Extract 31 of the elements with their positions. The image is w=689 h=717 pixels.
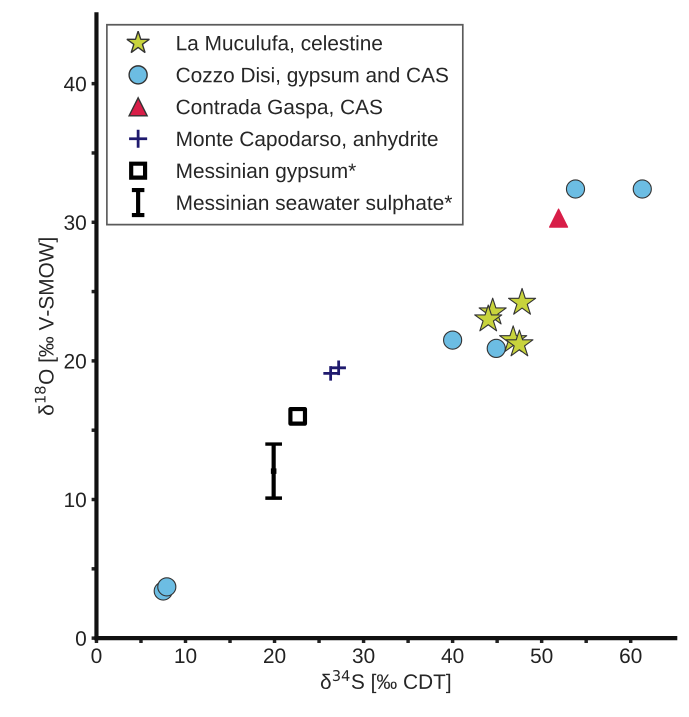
point [505, 329, 534, 356]
legend-label: La Muculufa, celestine [177, 35, 382, 53]
legend-label: Contrada Gaspa, CAS [176, 99, 382, 118]
y-tick-label: 10 [65, 492, 86, 508]
legend-label: Messinian gypsum* [177, 162, 356, 182]
x-tick-label: 40 [442, 648, 464, 664]
x-tick-label: 60 [620, 648, 642, 664]
y-axis-title: δ$^{18}$O [‰ V-SMOW] [34, 238, 58, 415]
point [157, 577, 176, 596]
point [486, 338, 506, 358]
point [288, 406, 308, 426]
point [508, 288, 536, 315]
point [474, 304, 502, 332]
point [632, 179, 652, 199]
x-tick-label: 10 [176, 648, 196, 664]
x-tick-label: 20 [264, 648, 286, 664]
y-tick-label: 40 [64, 76, 86, 92]
x-tick-label: 0 [91, 648, 102, 664]
point [270, 468, 276, 474]
y-tick-label: 20 [64, 354, 86, 369]
point [443, 330, 462, 350]
x-tick-label: 30 [352, 648, 374, 664]
y-tick-label: 30 [64, 215, 86, 230]
legend-label: Cozzo Disi, gypsum and CAS [176, 67, 448, 87]
x-axis-title: δ$^{34}$S [‰ CDT] [320, 670, 450, 694]
point [566, 179, 586, 199]
point [548, 208, 568, 228]
y-tick-label: 0 [76, 631, 86, 646]
legend-label: Messinian seawater sulphate* [177, 194, 452, 214]
x-tick-label: 50 [530, 648, 552, 664]
legend-label: Monte Capodarso, anhydrite [177, 130, 438, 150]
